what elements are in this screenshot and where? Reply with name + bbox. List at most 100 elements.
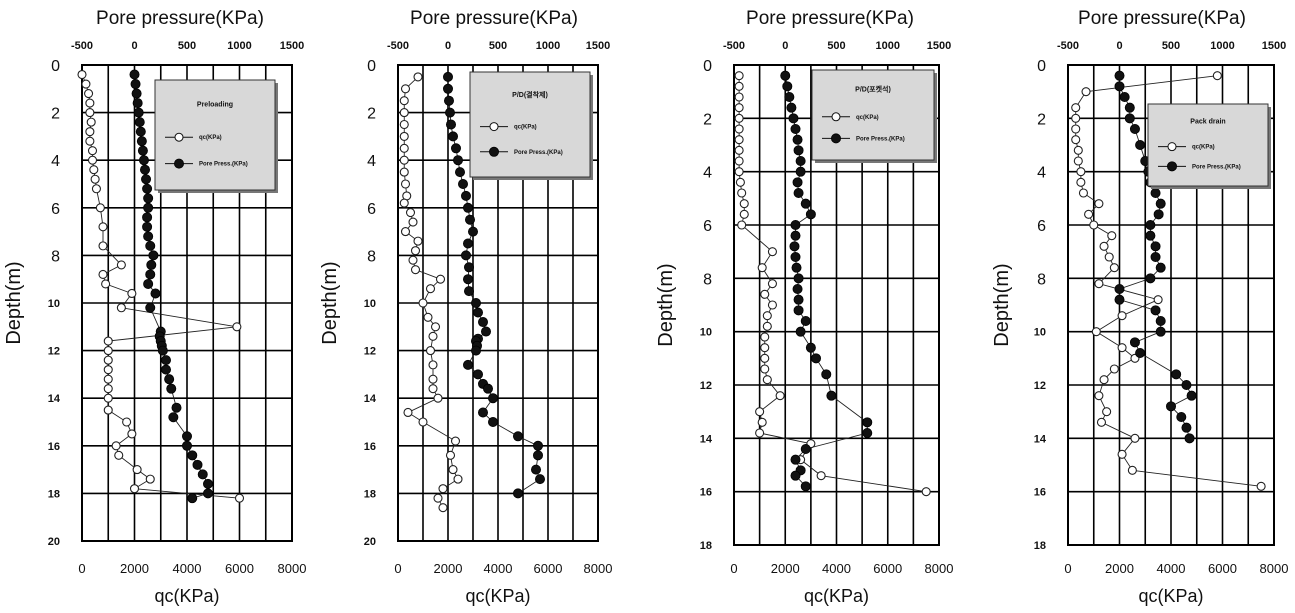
qc-point: [1107, 231, 1117, 241]
qc-point: [403, 407, 413, 418]
pore-pressure-point: [442, 71, 453, 82]
qc-point: [1071, 113, 1081, 123]
y-axis-label: Depth(m): [655, 263, 677, 346]
qc-point: [1096, 417, 1107, 427]
pore-pressure-point: [1119, 92, 1130, 103]
qc-point: [1094, 279, 1104, 289]
pore-pressure-point: [137, 145, 148, 156]
pore-pressure-point: [487, 393, 498, 404]
depth-tick-label: 8: [51, 248, 60, 265]
qc-point: [428, 331, 438, 341]
qc-point: [399, 119, 409, 130]
pore-pressure-point: [136, 136, 147, 147]
top-tick-label: 0: [445, 40, 451, 52]
legend-label-qc: qc(KPa): [514, 125, 537, 131]
pore-pressure-point: [800, 198, 811, 209]
qc-point: [760, 343, 770, 353]
qc-point: [405, 208, 416, 218]
qc-point: [85, 136, 95, 146]
pore-pressure-point: [487, 416, 498, 427]
qc-point: [1071, 135, 1081, 145]
bottom-tick-label: 6000: [225, 561, 254, 576]
pore-pressure-point: [142, 183, 153, 194]
depth-tick-label: 12: [1034, 380, 1046, 392]
pore-pressure-point: [1150, 241, 1161, 252]
pore-pressure-point: [480, 326, 491, 337]
pore-pressure-point: [462, 274, 473, 285]
top-axis-title: Pore pressure(KPa): [96, 8, 264, 29]
qc-point: [98, 222, 108, 232]
legend: Preloading qc(KPa) Pore Press.(KPa): [154, 79, 278, 193]
pore-pressure-point: [805, 209, 816, 220]
legend-label-qc: qc(KPa): [1192, 145, 1215, 151]
pore-pressure-point: [143, 193, 154, 204]
legend: P/D(결착제) qc(KPa) Pore Press.(KPa): [469, 71, 593, 180]
legend-title: Pack drain: [1190, 119, 1225, 126]
legend-title: Preloading: [197, 101, 233, 108]
qc-point: [734, 113, 744, 123]
qc-point: [1104, 252, 1114, 262]
top-axis-title: Pore pressure(KPa): [410, 8, 578, 29]
qc-point: [760, 332, 770, 342]
qc-point: [1102, 407, 1112, 417]
qc-point: [737, 188, 747, 198]
pore-pressure-point: [533, 450, 544, 461]
pore-pressure-point: [444, 107, 455, 118]
legend-label-qc: qc(KPa): [856, 115, 879, 121]
pore-pressure-point: [1150, 305, 1161, 316]
qc-point: [399, 131, 409, 141]
top-tick-label: -500: [723, 40, 745, 52]
qc-point: [921, 487, 931, 497]
pore-pressure-point: [146, 259, 157, 270]
pore-pressure-point: [1129, 337, 1140, 348]
qc-point: [425, 346, 436, 356]
qc-point: [734, 145, 744, 155]
bottom-tick-label: 4000: [484, 561, 513, 576]
pore-pressure-point: [1186, 390, 1197, 401]
x-axis-label: qc(KPa): [465, 586, 530, 606]
qc-point: [1153, 295, 1163, 305]
qc-point: [734, 103, 744, 113]
depth-tick-label: 10: [364, 298, 376, 310]
pore-pressure-point: [138, 155, 149, 166]
pore-pressure-point: [780, 70, 791, 81]
qc-point: [1071, 103, 1081, 113]
plot-frame: [1067, 64, 1275, 546]
top-tick-label: 1500: [280, 40, 304, 52]
bottom-tick-label: 6000: [534, 561, 563, 576]
depth-tick-label: 2: [367, 106, 376, 123]
pore-pressure-point: [470, 297, 481, 308]
depth-tick-label: 6: [367, 201, 376, 218]
pore-pressure-point: [1114, 81, 1125, 92]
legend-marker-pore: [831, 133, 842, 144]
pore-pressure-point: [181, 440, 192, 451]
pore-pressure-point: [786, 102, 797, 113]
pore-pressure-point: [862, 427, 873, 438]
qc-point: [1089, 220, 1099, 230]
qc-point: [129, 484, 140, 494]
pore-pressure-point: [160, 355, 171, 366]
qc-point: [103, 365, 113, 375]
pore-pressure-point: [1135, 347, 1146, 358]
qc-point: [767, 247, 777, 257]
legend-marker-pore: [488, 146, 499, 157]
qc-point: [734, 156, 744, 166]
pore-pressure-point: [862, 417, 873, 428]
pore-pressure-point: [790, 470, 801, 481]
qc-point: [445, 450, 456, 460]
pore-pressure-point: [482, 383, 493, 394]
qc-point: [1117, 343, 1127, 353]
top-axis-title: Pore pressure(KPa): [746, 8, 914, 29]
bottom-tick-label: 4000: [1157, 561, 1186, 576]
depth-tick-label: 6: [51, 201, 60, 218]
qc-point: [757, 417, 767, 427]
depth-tick-label: 0: [703, 58, 712, 75]
qc-point: [103, 405, 113, 415]
qc-point: [410, 265, 421, 275]
qc-point: [734, 167, 744, 177]
plot-frame: [733, 64, 940, 546]
legend: P/D(포켓석) qc(KPa) Pore Press.(KPa): [811, 69, 937, 163]
depth-tick-label: 16: [700, 487, 712, 499]
qc-point: [757, 263, 767, 273]
